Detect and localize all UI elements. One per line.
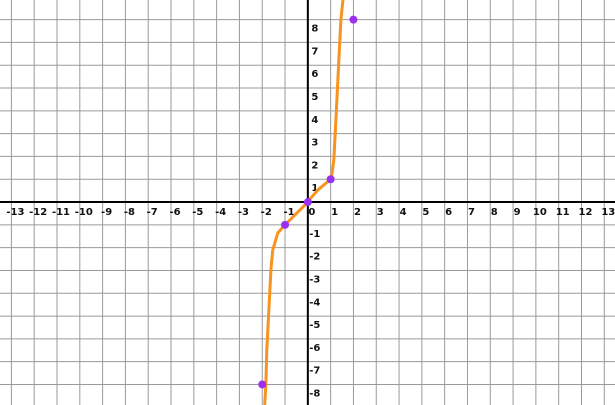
point [281,220,290,229]
x-tick-label: -7 [147,207,158,218]
x-tick-label: -9 [101,207,112,218]
y-tick-label: 1 [311,183,318,194]
x-tick-label: -12 [29,207,47,218]
x-tick-label: 3 [377,207,384,218]
point [349,15,358,24]
x-tick-label: 1 [331,207,338,218]
x-tick-label: -8 [124,207,135,218]
y-tick-label: 4 [311,115,318,126]
y-tick-label: 8 [311,24,318,35]
x-tick-label: 11 [556,207,570,218]
y-tick-label: -6 [309,343,320,354]
x-tick-label: -3 [238,207,249,218]
point [258,380,267,389]
y-tick-label: 2 [311,160,318,171]
x-tick-label: 9 [514,207,521,218]
x-tick-label: 0 [308,207,315,218]
x-tick-label: -13 [6,207,24,218]
x-tick-label: 10 [533,207,547,218]
x-tick-label: -6 [169,207,180,218]
y-tick-label: 6 [311,69,318,80]
x-tick-label: 6 [445,207,452,218]
x-tick-label: -1 [283,207,294,218]
y-tick-label: 5 [311,92,318,103]
x-tick-label: 8 [491,207,498,218]
x-tick-label: 13 [601,207,615,218]
x-tick-label: 4 [400,207,407,218]
y-tick-label: -4 [309,297,320,308]
x-tick-label: 2 [354,207,361,218]
x-tick-label: -5 [192,207,203,218]
point [326,175,335,184]
x-tick-label: -4 [215,207,226,218]
x-tick-label: -11 [52,207,70,218]
x-tick-label: 7 [468,207,475,218]
y-tick-label: -1 [309,229,320,240]
y-tick-label: -7 [309,366,320,377]
x-tick-label: 5 [422,207,429,218]
point [303,198,312,207]
y-tick-label: -5 [309,320,320,331]
y-tick-label: -3 [309,274,320,285]
x-tick-label: 12 [579,207,593,218]
y-tick-label: -8 [309,388,320,399]
y-tick-label: -2 [309,252,320,263]
x-tick-label: -10 [75,207,93,218]
x-tick-label: -2 [261,207,272,218]
y-tick-label: 3 [311,138,318,149]
y-tick-label: 7 [311,46,318,57]
